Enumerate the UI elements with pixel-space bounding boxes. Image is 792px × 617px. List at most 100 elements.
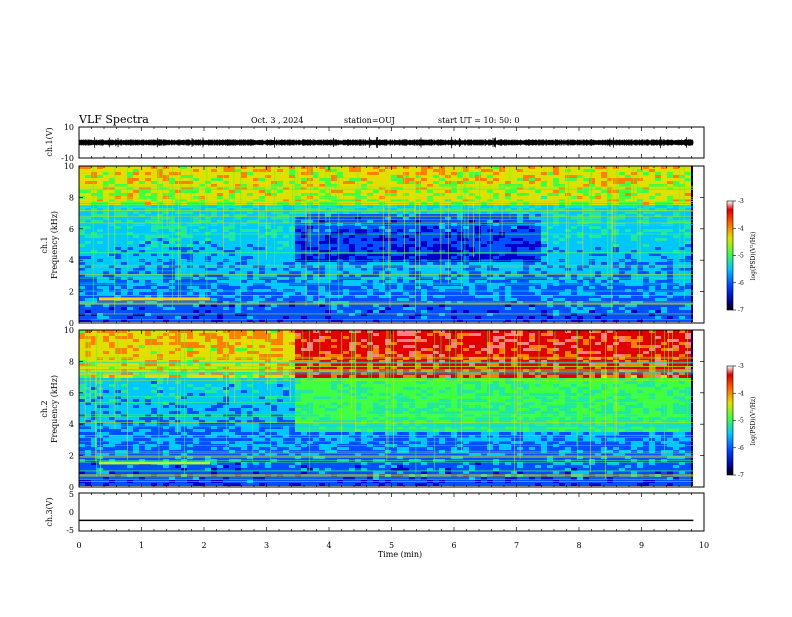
spec-cell (511, 193, 517, 196)
spec-cell (553, 298, 559, 301)
spec-cell (181, 226, 187, 229)
spec-cell (589, 298, 595, 301)
spec-cell (565, 280, 571, 283)
spec-cell (673, 190, 679, 193)
spec-cell (337, 229, 343, 232)
spec-cell (343, 193, 349, 196)
spec-cell (373, 289, 379, 292)
spec-cell (451, 238, 457, 241)
spec-cell (115, 238, 121, 241)
spec-cell (313, 178, 319, 181)
spec-cell (577, 286, 583, 289)
spec-cell (205, 232, 211, 235)
spec-cell (397, 292, 403, 295)
spec-cell (217, 289, 223, 292)
spec-cell (361, 178, 367, 181)
spec-cell (439, 289, 445, 292)
spec-cell (331, 262, 337, 265)
spec-cell (223, 196, 229, 199)
spec-cell (421, 292, 427, 295)
spec-cell (241, 292, 247, 295)
spec-cell (391, 271, 397, 274)
spec-cell (523, 262, 529, 265)
spec-cell (211, 232, 217, 235)
spec-cell (379, 196, 385, 199)
spec-cell (631, 232, 637, 235)
spec-cell (229, 298, 235, 301)
spec-cell (553, 169, 559, 172)
spec-cell (361, 289, 367, 292)
spec-cell (187, 169, 193, 172)
spec-cell (517, 289, 523, 292)
spec-cell (421, 184, 427, 187)
spec-cell (391, 247, 397, 250)
spec-cell (511, 214, 517, 217)
spec-cell (373, 241, 379, 244)
spec-cell (457, 241, 463, 244)
spec-cell (109, 226, 115, 229)
spec-cell (643, 286, 649, 289)
spec-cell (337, 262, 343, 265)
spec-cell (439, 256, 445, 259)
spec-cell (337, 238, 343, 241)
spec-cell (445, 307, 451, 310)
spec-cell (565, 247, 571, 250)
spec-cell (613, 244, 619, 247)
spec-cell (505, 298, 511, 301)
spec-cell (271, 214, 277, 217)
spec-cell (91, 238, 97, 241)
spec-cell (529, 190, 535, 193)
spec-cell (133, 184, 139, 187)
spec-cell (313, 175, 319, 178)
spec-cell (277, 235, 283, 238)
spec-cell (121, 172, 127, 175)
spec-cell (601, 286, 607, 289)
spec-cell (175, 172, 181, 175)
spec-cell (229, 277, 235, 280)
spec-cell (439, 193, 445, 196)
spec-cell (115, 178, 121, 181)
spec-cell (163, 235, 169, 238)
spec-cell (379, 286, 385, 289)
spec-cell (595, 232, 601, 235)
spec-cell (145, 178, 151, 181)
spec-cell (469, 214, 475, 217)
spec-cell (307, 244, 313, 247)
spec-cell (169, 232, 175, 235)
spec-cell (115, 214, 121, 217)
spec-cell (637, 286, 643, 289)
spec-cell (307, 256, 313, 259)
spec-cell (259, 247, 265, 250)
spec-cell (667, 280, 673, 283)
spec-cell (649, 262, 655, 265)
spec-cell (601, 220, 607, 223)
spec-cell (571, 181, 577, 184)
spec-cell (577, 226, 583, 229)
spec-cell (349, 178, 355, 181)
spec-cell (649, 226, 655, 229)
spec-cell (493, 175, 499, 178)
spec-cell (505, 292, 511, 295)
spec-cell (637, 280, 643, 283)
spec-cell (523, 181, 529, 184)
spec-cell (343, 256, 349, 259)
spec-cell (283, 172, 289, 175)
spec-cell (169, 181, 175, 184)
spec-cell (145, 247, 151, 250)
spec-cell (211, 235, 217, 238)
spec-cell (583, 238, 589, 241)
spec-cell (163, 226, 169, 229)
spec-cell (163, 196, 169, 199)
spec-cell (277, 169, 283, 172)
spec-cell (529, 193, 535, 196)
spec-cell (277, 262, 283, 265)
spec-cell (487, 292, 493, 295)
spec-cell (535, 232, 541, 235)
spec-cell (655, 175, 661, 178)
spec-cell (481, 280, 487, 283)
spec-cell (193, 220, 199, 223)
spec-cell (181, 289, 187, 292)
spec-cell (391, 262, 397, 265)
spec-cell (235, 178, 241, 181)
spec-cell (631, 238, 637, 241)
